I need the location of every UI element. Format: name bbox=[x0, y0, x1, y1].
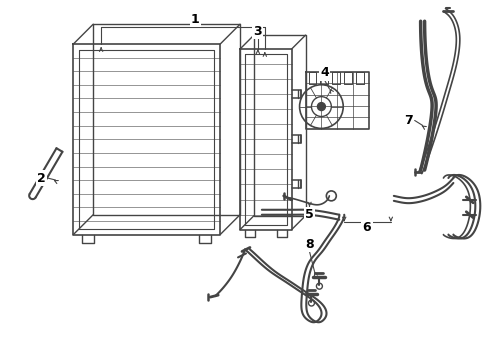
Text: 6: 6 bbox=[362, 221, 370, 234]
Text: 8: 8 bbox=[305, 238, 313, 251]
Text: 4: 4 bbox=[319, 66, 328, 79]
Circle shape bbox=[317, 103, 325, 111]
Text: 7: 7 bbox=[404, 114, 412, 127]
Text: 3: 3 bbox=[253, 24, 262, 38]
Text: 5: 5 bbox=[305, 208, 313, 221]
Text: 1: 1 bbox=[191, 13, 200, 26]
Text: 2: 2 bbox=[37, 171, 46, 185]
